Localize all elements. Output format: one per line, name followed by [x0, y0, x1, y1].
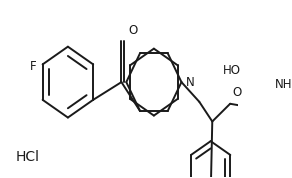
Text: HCl: HCl: [16, 150, 40, 164]
Text: F: F: [29, 60, 36, 73]
Text: N: N: [185, 76, 194, 89]
Text: O: O: [232, 86, 242, 99]
Text: O: O: [129, 24, 138, 37]
Text: HO: HO: [223, 64, 241, 77]
Text: NH: NH: [275, 78, 292, 91]
